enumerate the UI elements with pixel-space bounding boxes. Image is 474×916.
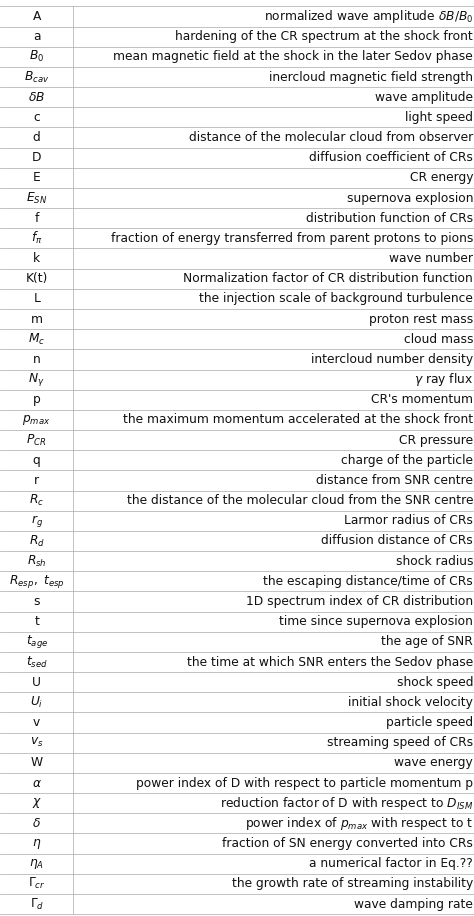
Text: $R_d$: $R_d$: [29, 533, 45, 549]
Text: the maximum momentum accelerated at the shock front: the maximum momentum accelerated at the …: [123, 413, 473, 427]
Text: shock speed: shock speed: [397, 676, 473, 689]
Text: light speed: light speed: [405, 111, 473, 124]
Text: W: W: [31, 757, 43, 769]
Text: $\delta B$: $\delta B$: [28, 91, 46, 104]
Text: $\gamma$ ray flux: $\gamma$ ray flux: [414, 371, 473, 388]
Text: 1D spectrum index of CR distribution: 1D spectrum index of CR distribution: [246, 595, 473, 608]
Text: $M_c$: $M_c$: [28, 332, 46, 347]
Text: $\eta_A$: $\eta_A$: [29, 856, 44, 871]
Text: wave number: wave number: [389, 252, 473, 265]
Text: intercloud number density: intercloud number density: [311, 353, 473, 365]
Text: c: c: [33, 111, 40, 124]
Text: E: E: [33, 171, 41, 184]
Text: v: v: [33, 716, 40, 729]
Text: d: d: [33, 131, 41, 144]
Text: supernova explosion: supernova explosion: [346, 191, 473, 204]
Text: a numerical factor in Eq.??: a numerical factor in Eq.??: [310, 857, 473, 870]
Text: particle speed: particle speed: [386, 716, 473, 729]
Text: initial shock velocity: initial shock velocity: [348, 696, 473, 709]
Text: Normalization factor of CR distribution function: Normalization factor of CR distribution …: [183, 272, 473, 285]
Text: mean magnetic field at the shock in the later Sedov phase: mean magnetic field at the shock in the …: [113, 50, 473, 63]
Text: distribution function of CRs: distribution function of CRs: [306, 212, 473, 224]
Text: cloud mass: cloud mass: [403, 333, 473, 345]
Text: D: D: [32, 151, 42, 164]
Text: wave energy: wave energy: [394, 757, 473, 769]
Text: $\Gamma_{cr}$: $\Gamma_{cr}$: [28, 877, 46, 891]
Text: the age of SNR: the age of SNR: [381, 636, 473, 649]
Text: power index of D with respect to particle momentum p: power index of D with respect to particl…: [136, 777, 473, 790]
Text: k: k: [33, 252, 40, 265]
Text: $B_0$: $B_0$: [29, 49, 44, 64]
Text: p: p: [33, 393, 41, 407]
Text: $E_{SN}$: $E_{SN}$: [26, 191, 47, 205]
Text: $R_{esp},\ t_{esp}$: $R_{esp},\ t_{esp}$: [9, 572, 64, 590]
Text: $t_{sed}$: $t_{sed}$: [26, 654, 48, 670]
Text: s: s: [34, 595, 40, 608]
Text: $R_{sh}$: $R_{sh}$: [27, 553, 46, 569]
Text: power index of $p_{max}$ with respect to t: power index of $p_{max}$ with respect to…: [245, 815, 473, 832]
Text: m: m: [31, 312, 43, 325]
Text: streaming speed of CRs: streaming speed of CRs: [327, 736, 473, 749]
Text: CR energy: CR energy: [410, 171, 473, 184]
Text: wave amplitude: wave amplitude: [375, 91, 473, 104]
Text: L: L: [33, 292, 40, 305]
Text: $P_{CR}$: $P_{CR}$: [27, 432, 47, 448]
Text: r: r: [34, 474, 39, 487]
Text: the injection scale of background turbulence: the injection scale of background turbul…: [199, 292, 473, 305]
Text: CR's momentum: CR's momentum: [371, 393, 473, 407]
Text: A: A: [33, 10, 41, 23]
Text: the escaping distance/time of CRs: the escaping distance/time of CRs: [263, 575, 473, 588]
Text: wave damping rate: wave damping rate: [354, 898, 473, 911]
Text: distance of the molecular cloud from observer: distance of the molecular cloud from obs…: [189, 131, 473, 144]
Text: a: a: [33, 30, 40, 43]
Text: K(t): K(t): [26, 272, 48, 285]
Text: $p_{max}$: $p_{max}$: [22, 413, 51, 427]
Text: proton rest mass: proton rest mass: [369, 312, 473, 325]
Text: the time at which SNR enters the Sedov phase: the time at which SNR enters the Sedov p…: [187, 656, 473, 669]
Text: charge of the particle: charge of the particle: [341, 453, 473, 467]
Text: shock radius: shock radius: [395, 555, 473, 568]
Text: normalized wave amplitude $\delta B/B_0$: normalized wave amplitude $\delta B/B_0$: [264, 8, 473, 25]
Text: $R_c$: $R_c$: [29, 493, 44, 508]
Text: $\alpha$: $\alpha$: [32, 777, 42, 790]
Text: $\delta$: $\delta$: [32, 817, 41, 830]
Text: $N_{\gamma}$: $N_{\gamma}$: [28, 371, 45, 388]
Text: q: q: [33, 453, 41, 467]
Text: t: t: [34, 616, 39, 628]
Text: $v_s$: $v_s$: [30, 736, 44, 749]
Text: $\Gamma_d$: $\Gamma_d$: [29, 897, 44, 911]
Text: hardening of the CR spectrum at the shock front: hardening of the CR spectrum at the shoc…: [175, 30, 473, 43]
Text: diffusion coefficient of CRs: diffusion coefficient of CRs: [309, 151, 473, 164]
Text: $B_{cav}$: $B_{cav}$: [24, 70, 49, 84]
Text: f: f: [35, 212, 39, 224]
Text: time since supernova explosion: time since supernova explosion: [279, 616, 473, 628]
Text: $t_{age}$: $t_{age}$: [26, 633, 48, 650]
Text: $U_i$: $U_i$: [30, 695, 44, 710]
Text: n: n: [33, 353, 41, 365]
Text: $\eta$: $\eta$: [32, 836, 41, 851]
Text: fraction of energy transferred from parent protons to pions: fraction of energy transferred from pare…: [110, 232, 473, 245]
Text: Larmor radius of CRs: Larmor radius of CRs: [344, 514, 473, 528]
Text: $r_g$: $r_g$: [31, 513, 43, 529]
Text: $f_{\pi}$: $f_{\pi}$: [31, 230, 43, 246]
Text: CR pressure: CR pressure: [399, 433, 473, 447]
Text: distance from SNR centre: distance from SNR centre: [316, 474, 473, 487]
Text: diffusion distance of CRs: diffusion distance of CRs: [321, 534, 473, 548]
Text: U: U: [32, 676, 41, 689]
Text: the growth rate of streaming instability: the growth rate of streaming instability: [232, 878, 473, 890]
Text: fraction of SN energy converted into CRs: fraction of SN energy converted into CRs: [222, 837, 473, 850]
Text: the distance of the molecular cloud from the SNR centre: the distance of the molecular cloud from…: [127, 494, 473, 507]
Text: inercloud magnetic field strength: inercloud magnetic field strength: [269, 71, 473, 83]
Text: reduction factor of D with respect to $D_{ISM}$: reduction factor of D with respect to $D…: [220, 795, 473, 812]
Text: $\chi$: $\chi$: [32, 796, 42, 811]
